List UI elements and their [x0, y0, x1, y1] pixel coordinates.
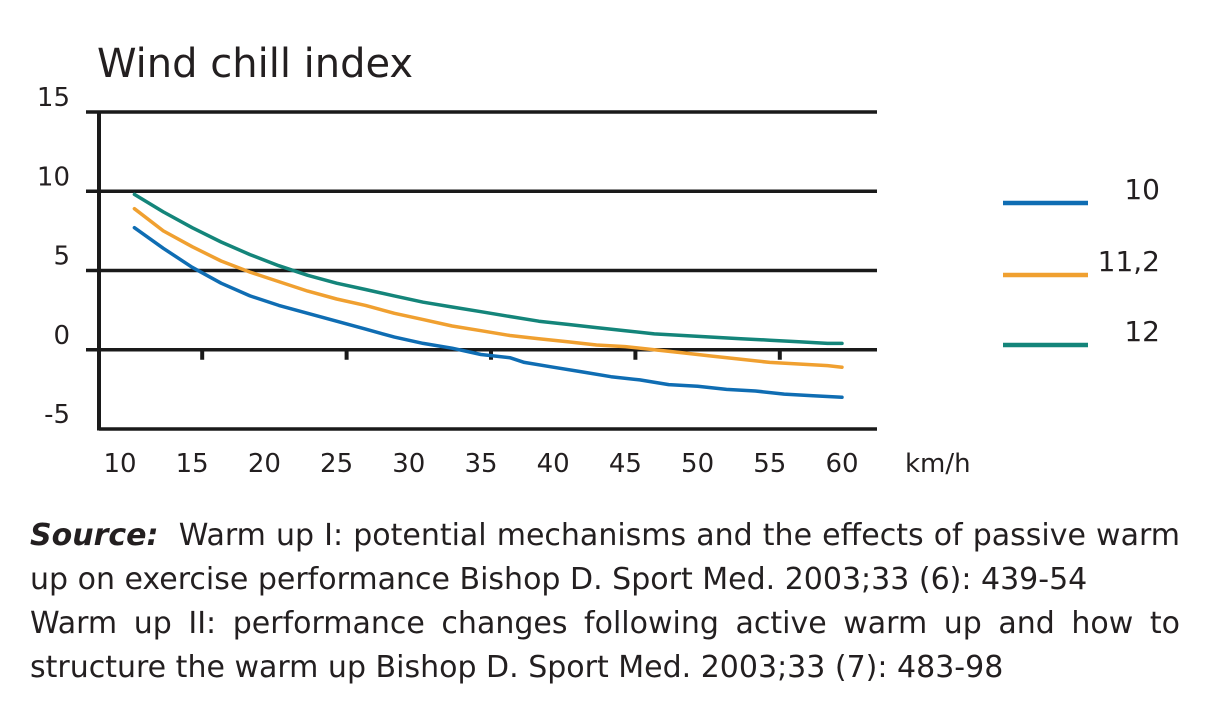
series-line-1: [132, 225, 844, 400]
x-tick-label-10: 10: [103, 449, 136, 479]
source-label: Source:: [30, 518, 159, 553]
x-tick-label-50: 50: [681, 449, 714, 479]
source-paragraph-1: Source: Warm up I: potential mechanisms …: [30, 514, 1180, 602]
x-tick-label-35: 35: [464, 449, 497, 479]
legend-label-1: 10: [1124, 173, 1160, 206]
x-tick-label-30: 30: [392, 449, 425, 479]
y-tick-label-5: 5: [53, 242, 70, 272]
y-tick-label-10: 10: [37, 162, 70, 192]
source-note: Source: Warm up I: potential mechanisms …: [30, 514, 1180, 690]
source-reference-2: Warm up II: performance changes followin…: [30, 606, 1180, 685]
source-reference-1: Warm up I: potential mechanisms and the …: [30, 518, 1181, 597]
series-lines: [132, 192, 844, 400]
y-tick-label-0: 0: [53, 321, 70, 351]
x-tick-label-45: 45: [609, 449, 642, 479]
y-tick-label--5: -5: [44, 400, 70, 430]
y-tick-label-15: 15: [37, 83, 70, 113]
legend-label-2: 11,2: [1098, 245, 1160, 278]
series-line-3: [132, 192, 844, 346]
legend: 10 11,2 12: [1003, 173, 1160, 348]
x-tick-label-25: 25: [320, 449, 353, 479]
x-tick-label-60: 60: [825, 449, 858, 479]
chart-title: Wind chill index: [97, 41, 413, 87]
x-tick-label-40: 40: [537, 449, 570, 479]
x-tick-label-20: 20: [248, 449, 281, 479]
x-tick-label-15: 15: [176, 449, 209, 479]
grid-lines: [86, 110, 877, 431]
legend-label-3: 12: [1124, 315, 1160, 348]
series-line-2: [132, 206, 844, 369]
x-axis-label: km/h: [905, 449, 971, 479]
x-tick-label-55: 55: [753, 449, 786, 479]
